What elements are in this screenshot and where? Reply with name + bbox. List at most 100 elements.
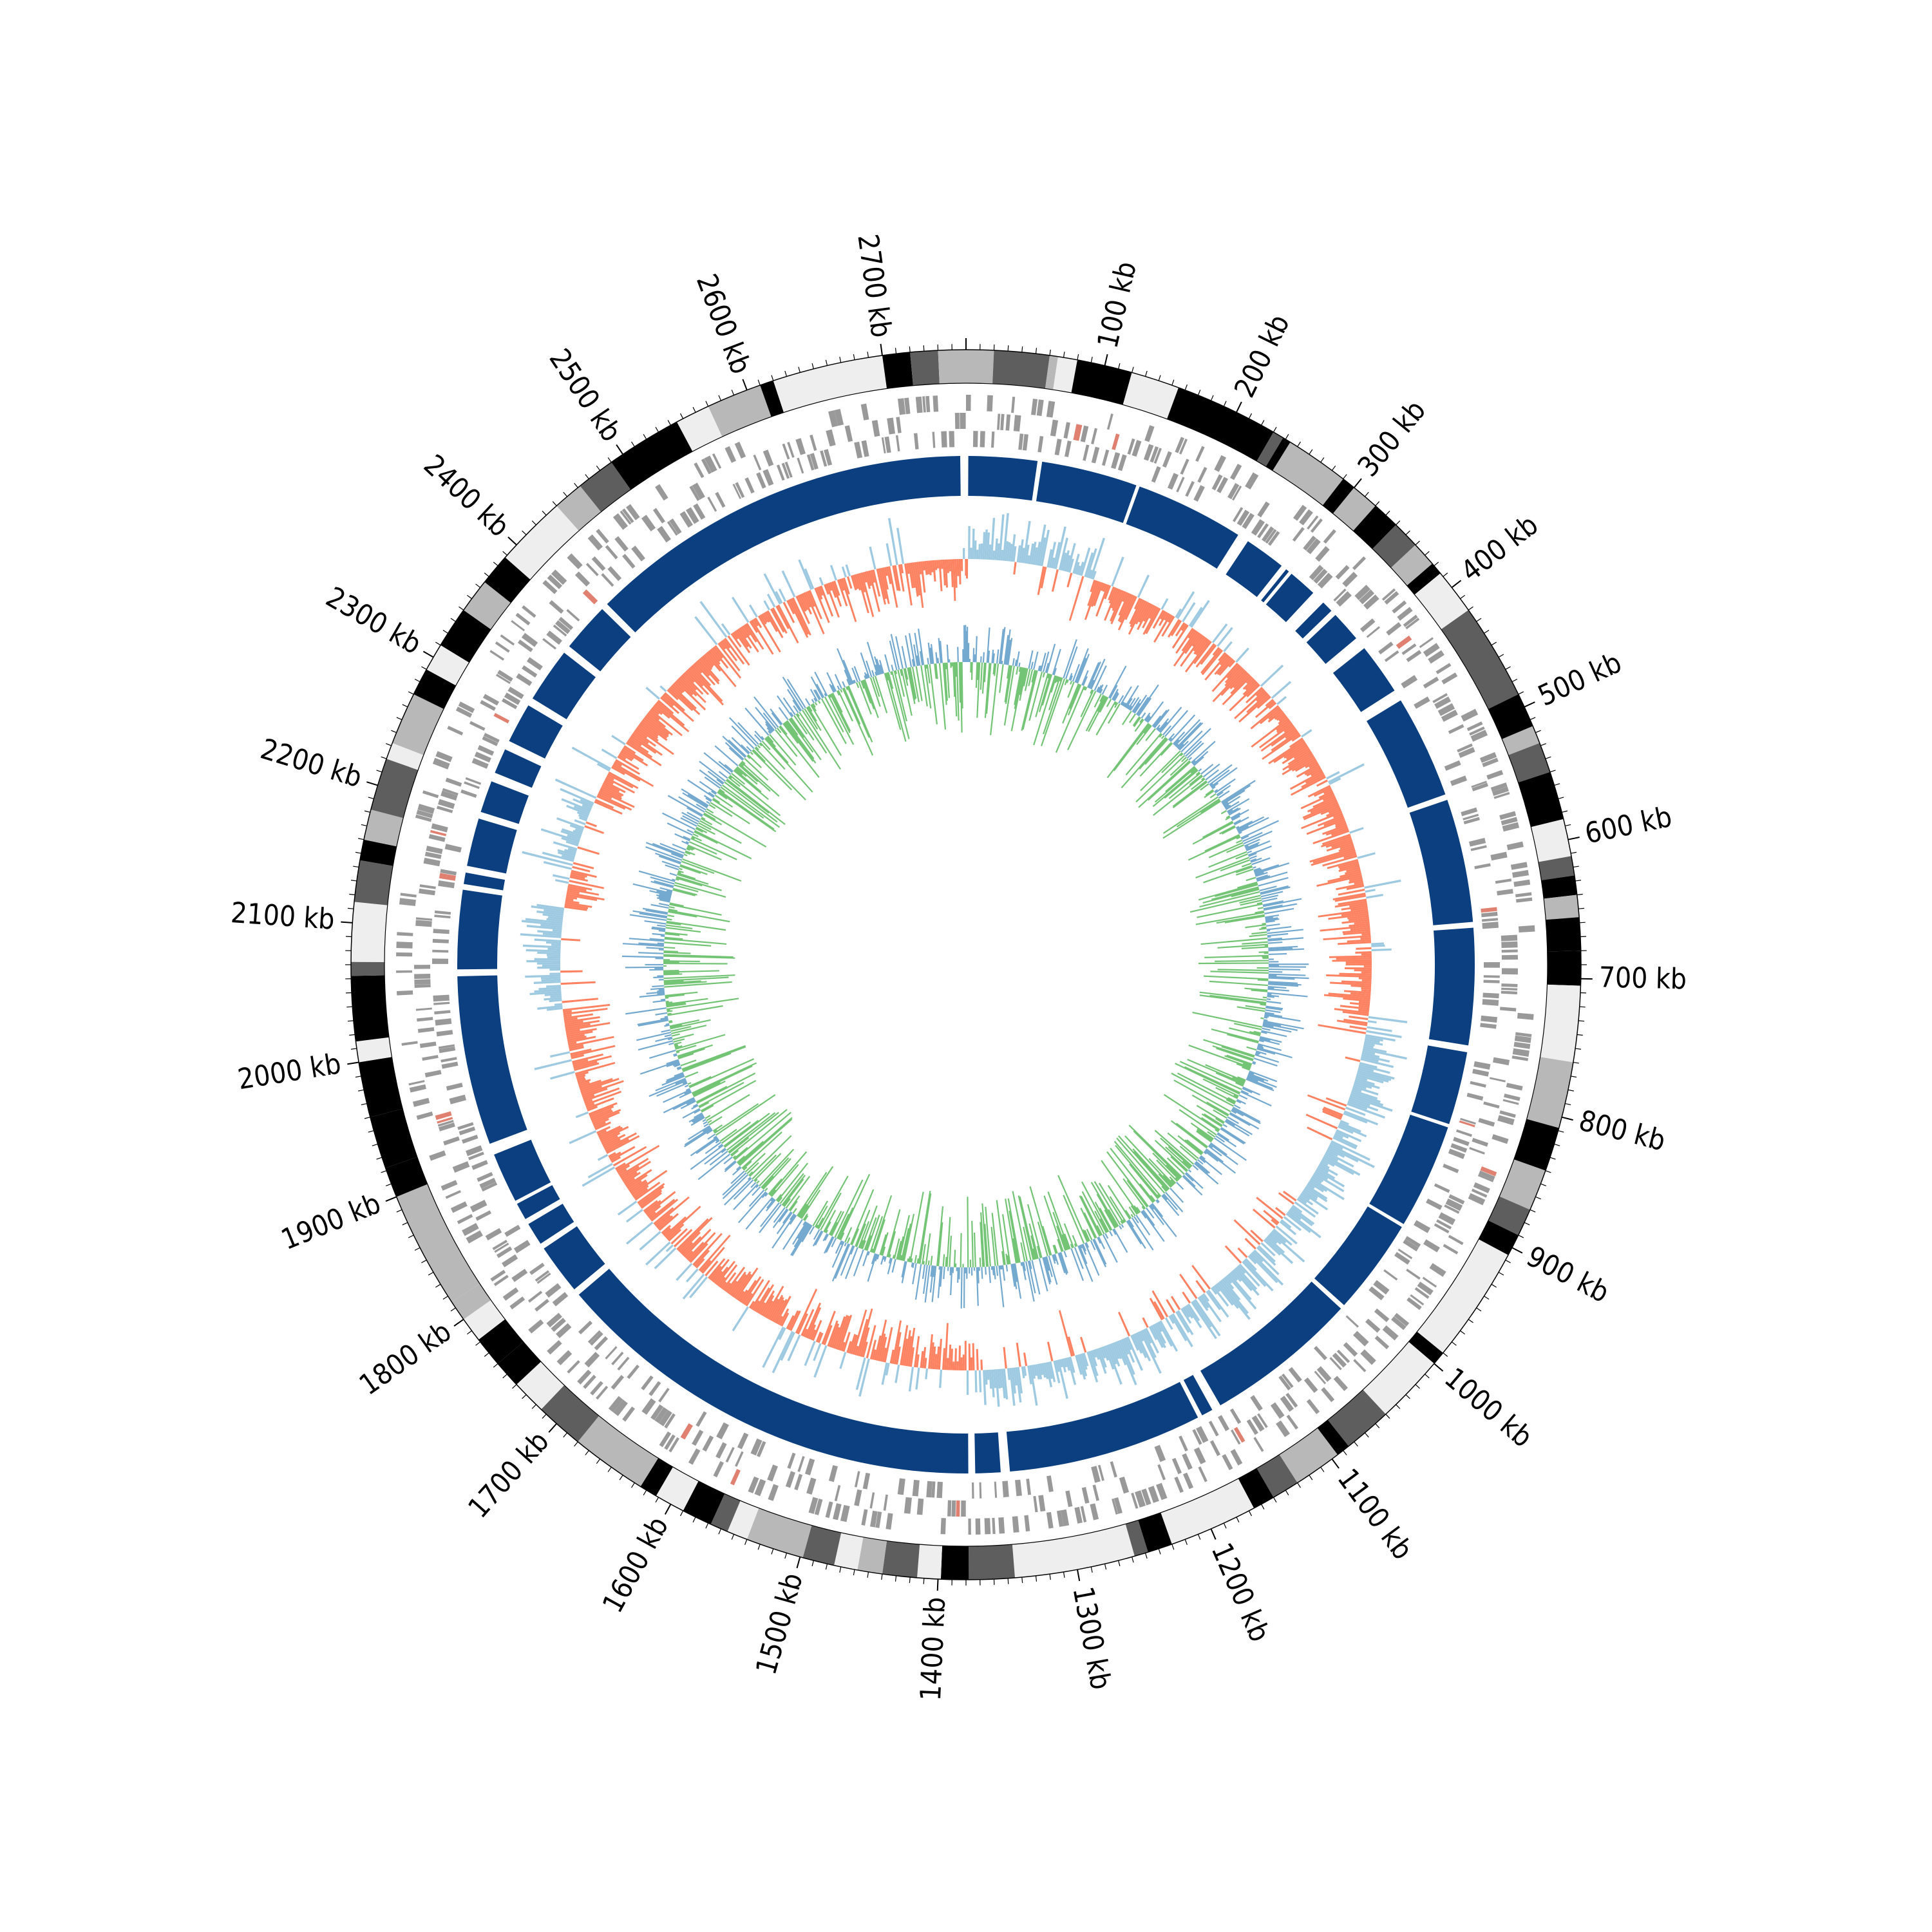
- cds-feature: [1195, 446, 1205, 462]
- gc-content-high: [840, 1245, 854, 1276]
- contig-segment: [1372, 525, 1416, 568]
- gc-content-high: [1102, 1234, 1118, 1263]
- gc-content-high: [1057, 1253, 1066, 1274]
- gc-content-high: [1108, 665, 1127, 699]
- gc-skew-positive: [1025, 544, 1030, 564]
- cds-feature: [436, 1030, 453, 1037]
- gc-content-low: [1023, 668, 1028, 687]
- gc-content-high: [732, 1166, 742, 1176]
- gc-content-low: [1052, 1211, 1068, 1251]
- gc-skew-positive: [1343, 1110, 1379, 1126]
- gc-skew-negative: [1224, 1245, 1242, 1264]
- gc-content-low: [677, 1048, 705, 1059]
- gc-content-high: [1126, 1220, 1142, 1245]
- gc-content-high: [770, 708, 783, 725]
- cds-feature: [438, 799, 455, 810]
- cds-feature-track: [396, 394, 1535, 1535]
- gc-skew-positive: [547, 916, 564, 920]
- contig-segment: [1012, 1537, 1077, 1578]
- cds-feature: [1474, 863, 1491, 869]
- tick-label: 1400 kb: [914, 1596, 952, 1702]
- gc-skew-negative: [1291, 734, 1302, 742]
- gc-content-high: [1188, 1169, 1192, 1173]
- gc-skew-positive: [1065, 554, 1071, 572]
- gc-content-low: [1040, 678, 1066, 746]
- gc-skew-positive: [829, 565, 837, 581]
- gc-content-high: [652, 926, 666, 930]
- cds-feature: [1479, 752, 1497, 763]
- gc-content-low: [980, 662, 983, 690]
- cds-feature: [400, 893, 417, 898]
- gc-content-low: [663, 980, 684, 983]
- cds-feature: [704, 455, 717, 473]
- cds-feature: [1230, 464, 1242, 480]
- gc-content-high: [772, 1214, 796, 1249]
- gc-content-low: [717, 791, 728, 800]
- gc-content-high: [999, 627, 1006, 665]
- gc-content-high: [835, 1240, 842, 1254]
- gc-content-high: [911, 1262, 914, 1267]
- gc-skew-negative: [928, 1334, 933, 1369]
- gc-content-high: [1012, 1264, 1018, 1289]
- minor-tick: [347, 907, 354, 909]
- gc-content-low: [1047, 1191, 1070, 1250]
- gc-content-high: [1231, 815, 1240, 821]
- cds-feature: [529, 1262, 545, 1275]
- gc-content-low: [934, 663, 937, 679]
- cds-feature: [438, 880, 455, 889]
- minor-tick: [643, 434, 647, 440]
- gc-skew-positive: [1309, 1179, 1328, 1192]
- minor-tick: [1285, 434, 1289, 440]
- gc-content-high: [1247, 845, 1272, 856]
- gc-content-high: [940, 1266, 943, 1287]
- gc-skew-negative: [745, 1279, 764, 1307]
- gc-content-high: [1099, 688, 1103, 694]
- gc-skew-positive: [974, 540, 977, 560]
- gc-content-high: [929, 1265, 934, 1293]
- major-tick: [1210, 1528, 1217, 1540]
- gc-skew-negative: [620, 1166, 639, 1179]
- gc-content-high: [691, 1114, 704, 1122]
- gc-content-low: [750, 752, 753, 755]
- gc-content-low: [668, 905, 675, 909]
- gc-content-high: [1214, 789, 1218, 793]
- minor-tick: [428, 1271, 434, 1276]
- gc-content-low: [861, 1240, 866, 1249]
- gc-skew-positive: [1015, 1367, 1022, 1403]
- gc-skew-negative: [589, 1105, 614, 1117]
- gc-skew-positive: [542, 913, 564, 918]
- gc-content-high: [874, 656, 881, 675]
- gc-skew-negative: [607, 773, 634, 789]
- contig-segment: [1408, 1331, 1443, 1364]
- contig-segment: [611, 422, 693, 490]
- gc-content-low: [1192, 1011, 1263, 1028]
- gc-content-high: [1182, 1175, 1196, 1188]
- rna-feature: [582, 589, 598, 605]
- gc-skew-negative: [852, 1309, 867, 1355]
- gc-content-high: [1016, 651, 1020, 667]
- gc-content-low: [747, 754, 762, 768]
- gc-skew-positive: [1256, 1246, 1276, 1266]
- contig-segment: [1488, 1196, 1530, 1235]
- gc-skew-negative: [1328, 992, 1371, 998]
- gc-content-low: [1244, 987, 1268, 991]
- gc-content-low: [1122, 1219, 1126, 1223]
- gc-skew-negative: [656, 701, 685, 726]
- gc-content-low: [1054, 676, 1059, 683]
- major-tick: [664, 1504, 672, 1515]
- cds-feature: [1236, 509, 1250, 526]
- gc-content-low: [828, 1210, 842, 1235]
- gc-skew-positive: [1023, 1366, 1027, 1376]
- gc-content-low: [689, 1058, 755, 1088]
- gc-skew-negative: [1258, 723, 1293, 749]
- gc-content-high: [1144, 712, 1151, 721]
- gc-skew-negative: [1184, 632, 1201, 654]
- gc-skew-positive: [569, 824, 584, 831]
- rna-feature: [1112, 433, 1120, 450]
- minor-tick: [757, 1544, 761, 1550]
- gc-skew-positive: [1331, 1140, 1370, 1161]
- gc-skew-positive: [1080, 547, 1091, 576]
- gc-content-low: [1172, 780, 1207, 807]
- cds-feature: [1101, 450, 1110, 466]
- gc-content-high: [1070, 1248, 1084, 1282]
